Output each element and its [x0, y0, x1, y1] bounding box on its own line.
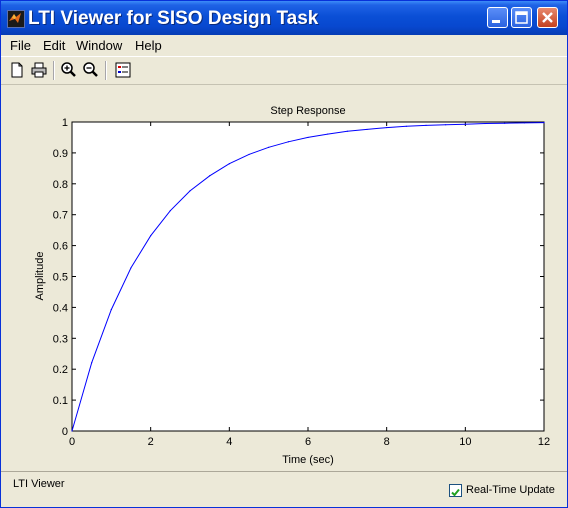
legend-icon — [115, 62, 131, 78]
response-point — [130, 267, 132, 269]
response-point — [366, 128, 368, 131]
response-point — [169, 210, 171, 212]
response-point — [523, 122, 525, 124]
y-tick-label: 0.4 — [53, 302, 68, 314]
chart-title: Step Response — [270, 105, 345, 117]
status-text: LTI Viewer — [13, 478, 65, 490]
response-point — [287, 141, 289, 143]
response-points — [71, 122, 545, 432]
zoom-in-button[interactable] — [59, 60, 79, 80]
menu-bar: File Edit Window Help — [1, 35, 567, 55]
response-point — [543, 122, 545, 124]
x-tick-label: 2 — [148, 436, 154, 448]
y-tick-label: 0.5 — [53, 272, 68, 284]
close-icon — [542, 12, 553, 23]
y-tick-label: 0.9 — [53, 148, 68, 160]
response-point — [268, 146, 270, 148]
zoom-in-icon — [61, 62, 76, 77]
x-tick-label: 10 — [459, 436, 471, 448]
zoom-out-icon — [83, 62, 98, 77]
toolbar — [1, 56, 567, 85]
y-axis-label: Amplitude — [34, 252, 46, 301]
matlab-logo-icon[interactable] — [7, 10, 25, 28]
y-tick-label: 0 — [62, 426, 68, 438]
response-point — [150, 235, 152, 237]
response-point — [464, 123, 466, 125]
y-tick-label: 0.2 — [53, 364, 68, 376]
axis-ticks: 0 2 4 6 8 10 12 0 0.1 0.2 0.3 0.4 0.5 0.6 0.7 0.8 0.9 1 — [53, 117, 550, 448]
maximize-button[interactable] — [511, 7, 532, 28]
response-point — [327, 133, 329, 135]
menu-help[interactable]: Help — [135, 38, 162, 53]
response-point — [91, 362, 93, 364]
y-tick-label: 0.7 — [53, 210, 68, 222]
realtime-update-label[interactable]: Real-Time Update — [466, 484, 555, 496]
response-point — [209, 175, 211, 177]
menu-window[interactable]: Window — [76, 38, 123, 53]
response-point — [484, 122, 486, 125]
y-tick-label: 1 — [62, 117, 68, 129]
menu-edit[interactable]: Edit — [43, 38, 66, 53]
minimize-button[interactable] — [487, 7, 508, 28]
print-icon — [31, 62, 47, 78]
toolbar-separator — [53, 61, 55, 80]
y-tick-label: 0.8 — [53, 179, 68, 191]
checkmark-icon — [451, 488, 460, 497]
y-tick-label: 0.6 — [53, 241, 68, 253]
x-tick-label: 8 — [384, 436, 390, 448]
x-tick-label: 4 — [226, 436, 232, 448]
new-document-icon — [11, 62, 23, 78]
menu-file[interactable]: File — [10, 38, 31, 53]
zoom-out-button[interactable] — [81, 60, 101, 80]
status-bar: LTI Viewer Real-Time Update — [1, 471, 567, 507]
x-tick-label: 0 — [69, 436, 75, 448]
response-point — [405, 125, 407, 127]
y-tick-label: 0.3 — [53, 333, 68, 345]
x-axis-label: Time (sec) — [282, 454, 334, 466]
response-point — [228, 163, 230, 165]
title-bar[interactable]: LTI Viewer for SISO Design Task — [1, 1, 567, 35]
response-point — [346, 130, 348, 132]
figure-area: Step Response 0 2 4 6 8 10 12 0 0.1 0.2 0.3 0.4 0.5 0… — [5, 84, 565, 469]
response-point — [248, 153, 250, 156]
legend-button[interactable] — [113, 60, 133, 80]
x-tick-label: 6 — [305, 436, 311, 448]
minimize-icon — [492, 20, 500, 23]
window-title: LTI Viewer for SISO Design Task — [28, 8, 319, 29]
response-point — [445, 124, 447, 126]
response-point — [189, 190, 191, 192]
response-point — [425, 124, 427, 126]
response-point — [307, 136, 309, 139]
response-point — [71, 430, 73, 432]
print-button[interactable] — [29, 60, 49, 80]
new-document-button[interactable] — [7, 60, 27, 80]
y-tick-label: 0.1 — [53, 395, 68, 407]
realtime-update-checkbox[interactable] — [449, 484, 462, 497]
response-point — [386, 126, 388, 129]
toolbar-separator — [105, 61, 107, 80]
maximize-icon — [515, 11, 528, 24]
plot-area[interactable] — [71, 121, 545, 432]
close-button[interactable] — [537, 7, 558, 28]
x-tick-label: 12 — [538, 436, 550, 448]
response-point — [504, 122, 506, 124]
step-response-plot[interactable]: Step Response 0 2 4 6 8 10 1200.10.20.30.40.50… — [5, 84, 565, 469]
response-point — [110, 308, 112, 311]
